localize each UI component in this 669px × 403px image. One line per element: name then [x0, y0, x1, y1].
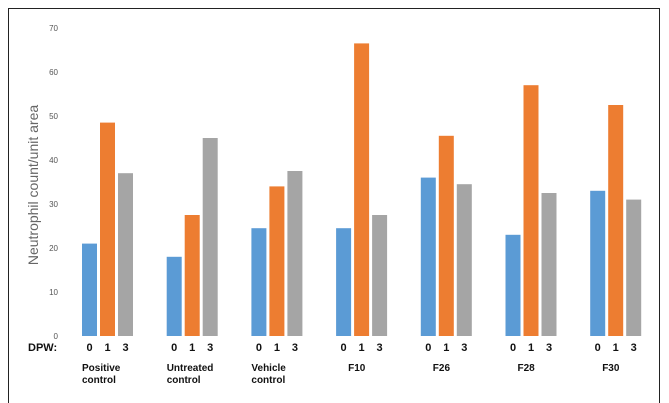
category-label: control	[167, 375, 201, 386]
bar	[251, 228, 267, 336]
category-label: Vehicle	[251, 363, 286, 374]
bar	[287, 171, 303, 336]
dpw-tick-label: 3	[631, 342, 637, 354]
category-label: F10	[348, 363, 366, 374]
bar	[608, 105, 624, 336]
bar	[82, 243, 97, 336]
dpw-tick-label: 3	[461, 342, 467, 354]
bar	[541, 193, 557, 336]
y-tick-label: 20	[49, 244, 58, 253]
dpw-tick-label: 0	[510, 342, 516, 354]
y-tick-label: 50	[49, 112, 58, 121]
y-tick-label: 70	[49, 24, 58, 33]
bar	[456, 184, 472, 336]
y-tick-label: 40	[49, 156, 58, 165]
dpw-tick-label: 3	[292, 342, 298, 354]
bar	[354, 43, 370, 337]
dpw-tick-label: 1	[613, 342, 619, 354]
bar	[420, 177, 436, 336]
bar	[100, 122, 115, 336]
bar	[438, 135, 454, 336]
dpw-tick-label: 0	[595, 342, 601, 354]
bar	[184, 215, 200, 336]
category-label: control	[251, 375, 285, 386]
bar	[269, 186, 285, 336]
category-label: Untreated	[167, 363, 214, 374]
dpw-tick-label: 0	[171, 342, 177, 354]
dpw-tick-label: 1	[189, 342, 195, 354]
dpw-label: DPW:	[28, 342, 57, 354]
y-tick-label: 10	[49, 288, 58, 297]
dpw-tick-label: 1	[274, 342, 280, 354]
y-tick-label: 30	[49, 200, 58, 209]
category-label: F26	[433, 363, 451, 374]
category-label: Positive	[82, 363, 121, 374]
category-label: control	[82, 375, 116, 386]
y-axis-label: Neutrophil count/unit area	[25, 105, 41, 266]
dpw-tick-label: 1	[104, 342, 110, 354]
dpw-tick-label: 1	[443, 342, 449, 354]
dpw-tick-label: 3	[546, 342, 552, 354]
y-tick-label: 0	[54, 332, 59, 341]
bar	[336, 228, 352, 336]
category-label: F28	[518, 363, 536, 374]
dpw-tick-label: 0	[256, 342, 262, 354]
dpw-tick-label: 0	[425, 342, 431, 354]
bar	[523, 85, 539, 336]
bar	[372, 215, 388, 336]
dpw-tick-label: 3	[377, 342, 383, 354]
dpw-tick-label: 0	[86, 342, 92, 354]
dpw-tick-label: 1	[528, 342, 534, 354]
dpw-tick-label: 3	[122, 342, 128, 354]
category-label: F30	[602, 363, 620, 374]
y-tick-label: 60	[49, 68, 58, 77]
dpw-tick-label: 1	[359, 342, 365, 354]
dpw-tick-label: 3	[207, 342, 213, 354]
bar	[166, 256, 182, 336]
bar	[202, 138, 218, 336]
bar	[626, 199, 642, 336]
dpw-tick-label: 0	[341, 342, 347, 354]
bar	[590, 190, 606, 336]
bar	[118, 173, 133, 336]
bar	[505, 234, 521, 336]
